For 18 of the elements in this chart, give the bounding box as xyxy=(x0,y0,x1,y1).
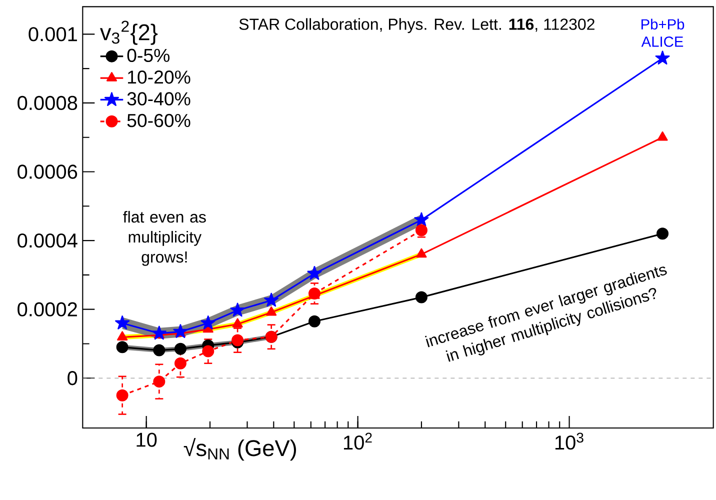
y-tick-label: 0.001 xyxy=(28,27,77,42)
annotation: STAR Collaboration, Phys. Rev. Lett. 116, 112302 xyxy=(239,18,594,34)
y-tick-label: 0.0004 xyxy=(18,233,78,248)
y-tick-label: 0.0006 xyxy=(18,164,78,179)
annotation: flat even as multiplicity grows! xyxy=(123,210,206,266)
x-tick-label: 10 xyxy=(136,432,157,447)
x-axis-title: √s$_{NN}$ (GeV) xyxy=(184,438,296,461)
legend-label: 50-60% xyxy=(127,114,190,128)
y-tick-label: 0.0008 xyxy=(18,96,78,110)
legend-label: 30-40% xyxy=(127,92,190,106)
annotation: Pb+Pb ALICE xyxy=(641,18,684,47)
legend-title: v$_{3}$$^{2}${2} xyxy=(100,20,158,45)
y-tick-label: 0.0002 xyxy=(18,302,77,316)
legend-label: 0-5% xyxy=(127,48,170,62)
legend-label: 10-20% xyxy=(128,70,190,84)
x-tick-label: 10$^{3}$ xyxy=(555,432,584,450)
x-tick-label: 10$^{2}$ xyxy=(344,432,372,450)
y-tick-label: 0 xyxy=(68,371,78,386)
